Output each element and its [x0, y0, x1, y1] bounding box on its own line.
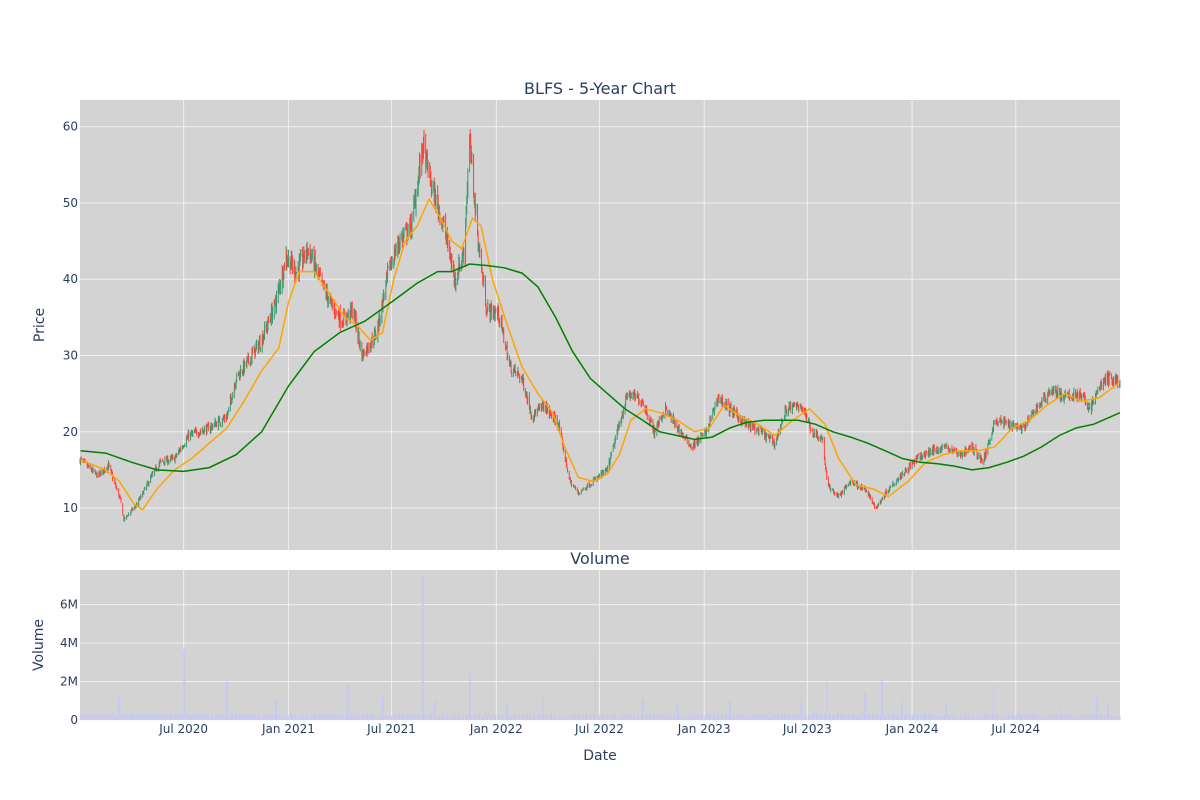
- x-axis-label: Date: [583, 748, 616, 764]
- date-x-tick-label: Jan 2021: [261, 722, 315, 736]
- date-x-tick-label: Jan 2024: [885, 722, 939, 736]
- volume-y-tick-label: 0: [70, 713, 78, 727]
- date-x-tick-label: Jul 2024: [990, 722, 1040, 736]
- volume-y-ticks: 0 2M 4M 6M: [60, 598, 78, 727]
- short-moving-average-line: [80, 197, 1121, 511]
- price-y-tick-label: 60: [63, 120, 78, 134]
- date-x-tick-label: Jul 2020: [158, 722, 208, 736]
- date-x-tick-label: Jul 2023: [782, 722, 832, 736]
- price-chart-title: BLFS - 5-Year Chart: [524, 79, 676, 98]
- volume-y-tick-label: 2M: [60, 675, 78, 689]
- date-x-tick-label: Jan 2023: [677, 722, 731, 736]
- volume-y-axis-label: Volume: [31, 619, 47, 671]
- volume-chart-title: Volume: [570, 549, 630, 568]
- volume-y-tick-label: 6M: [60, 598, 78, 612]
- price-y-tick-label: 40: [63, 272, 78, 286]
- price-y-tick-label: 50: [63, 196, 78, 210]
- date-x-tick-label: Jan 2022: [469, 722, 523, 736]
- date-x-tick-label: Jul 2022: [574, 722, 624, 736]
- price-plot-area: [80, 100, 1120, 550]
- price-y-axis-label: Price: [32, 308, 48, 342]
- price-y-tick-label: 30: [63, 349, 78, 363]
- price-y-ticks: 10 20 30 40 50 60: [63, 120, 78, 515]
- price-y-tick-label: 20: [63, 425, 78, 439]
- price-y-tick-label: 10: [63, 501, 78, 515]
- moving-average-lines: [80, 197, 1121, 511]
- volume-y-tick-label: 4M: [60, 636, 78, 650]
- date-x-tick-label: Jul 2021: [366, 722, 416, 736]
- price-gridlines: [80, 100, 1120, 550]
- volume-bars: [79, 575, 1121, 720]
- volume-gridlines: [80, 570, 1120, 721]
- price-candlesticks: [79, 128, 1121, 522]
- volume-plot-area: [80, 570, 1120, 720]
- long-moving-average-line: [80, 263, 1121, 473]
- date-x-ticks: Jul 2020 Jan 2021 Jul 2021 Jan 2022 Jul 2022…: [158, 722, 1040, 736]
